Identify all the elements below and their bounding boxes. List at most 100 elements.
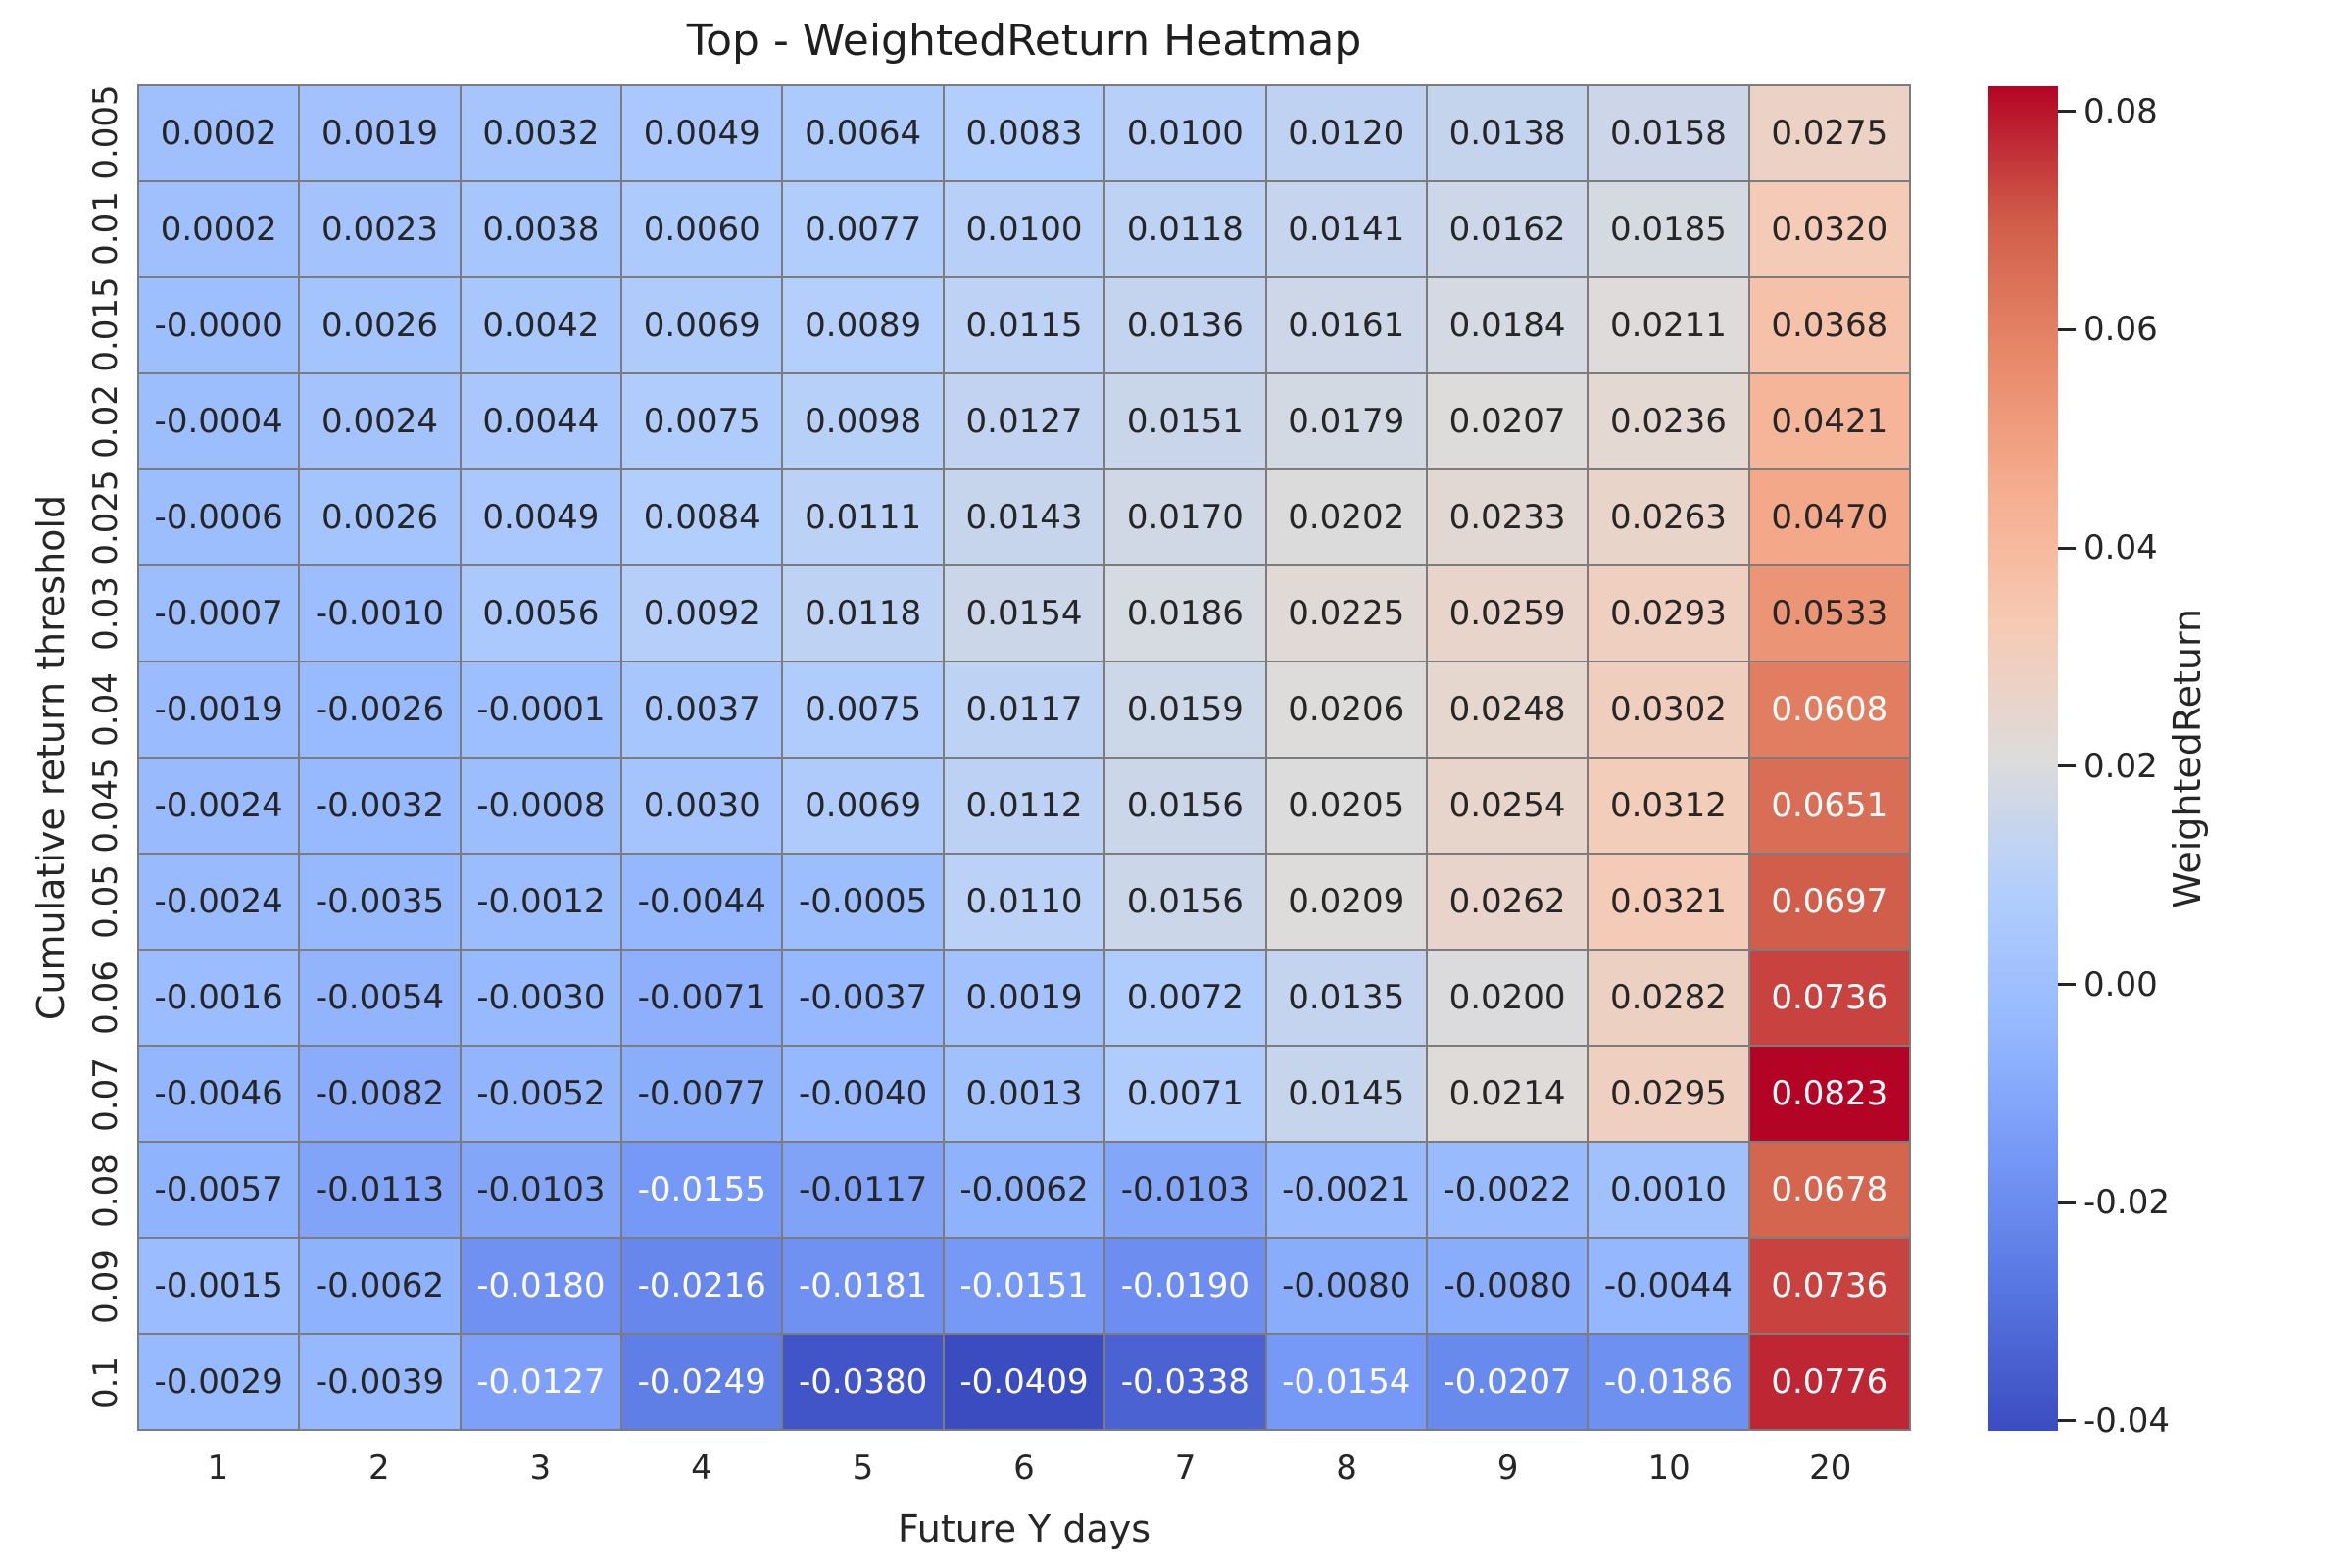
heatmap-cell: -0.0062	[944, 1143, 1104, 1237]
x-tick-label: 6	[1013, 1448, 1035, 1488]
heatmap-cell: 0.0100	[1105, 86, 1265, 180]
heatmap-cell: 0.0010	[1589, 1143, 1748, 1237]
y-tick-label: 0.01	[86, 191, 125, 267]
heatmap-cell: 0.0156	[1105, 759, 1265, 853]
y-tick-label: 0.04	[86, 672, 125, 747]
heatmap-cell: -0.0019	[139, 662, 299, 757]
heatmap-cell: 0.0077	[783, 182, 943, 276]
heatmap-cell: -0.0082	[300, 1047, 460, 1141]
heatmap-cell: 0.0032	[461, 86, 621, 180]
heatmap-cell: -0.0007	[139, 566, 299, 661]
heatmap-cell: 0.0037	[622, 662, 782, 757]
heatmap-cell: 0.0141	[1266, 182, 1426, 276]
heatmap-cell: -0.0186	[1589, 1335, 1748, 1429]
heatmap-cell: 0.0254	[1427, 759, 1588, 853]
x-tick-label: 8	[1336, 1448, 1357, 1488]
heatmap-cell: 0.0098	[783, 374, 943, 468]
heatmap-cell: 0.0030	[622, 759, 782, 853]
heatmap-cell: -0.0207	[1427, 1335, 1588, 1429]
y-tick-label: 0.06	[86, 960, 125, 1036]
heatmap-cell: 0.0202	[1266, 470, 1426, 564]
x-tick-label: 1	[207, 1448, 229, 1488]
colorbar-tick-mark	[2058, 110, 2076, 114]
y-tick-label: 0.03	[86, 575, 125, 651]
heatmap-cell: 0.0115	[944, 278, 1104, 372]
heatmap-cell: 0.0024	[300, 374, 460, 468]
heatmap-cell: 0.0209	[1266, 855, 1426, 949]
heatmap-cell: -0.0151	[944, 1239, 1104, 1333]
heatmap-cell: 0.0823	[1749, 1047, 1909, 1141]
heatmap-cell: 0.0678	[1749, 1143, 1909, 1237]
heatmap-cell: 0.0186	[1105, 566, 1265, 661]
heatmap-cell: 0.0282	[1589, 951, 1748, 1045]
heatmap-cell: -0.0080	[1427, 1239, 1588, 1333]
colorbar-tick-mark	[2058, 764, 2076, 768]
heatmap-cell: 0.0263	[1589, 470, 1748, 564]
heatmap-cell: 0.0049	[461, 470, 621, 564]
heatmap-cell: 0.0295	[1589, 1047, 1748, 1141]
heatmap-cell: -0.0127	[461, 1335, 621, 1429]
heatmap-cell: -0.0046	[139, 1047, 299, 1141]
heatmap-cell: 0.0056	[461, 566, 621, 661]
y-tick-label: 0.1	[86, 1355, 125, 1409]
heatmap-cell: 0.0651	[1749, 759, 1909, 853]
y-tick-label: 0.025	[86, 468, 125, 565]
heatmap-cell: -0.0016	[139, 951, 299, 1045]
colorbar-tick-mark	[2058, 983, 2076, 987]
heatmap-cell: -0.0103	[1105, 1143, 1265, 1237]
heatmap-cell: 0.0026	[300, 278, 460, 372]
heatmap-cell: 0.0042	[461, 278, 621, 372]
heatmap-cell: 0.0092	[622, 566, 782, 661]
heatmap-cell: 0.0248	[1427, 662, 1588, 757]
heatmap-cell: 0.0013	[944, 1047, 1104, 1141]
heatmap-cell: -0.0117	[783, 1143, 943, 1237]
heatmap-cell: -0.0021	[1266, 1143, 1426, 1237]
colorbar-tick-label: 0.08	[2083, 91, 2158, 131]
heatmap-cell: 0.0259	[1427, 566, 1588, 661]
heatmap-cell: -0.0052	[461, 1047, 621, 1141]
colorbar-tick-mark	[2058, 1200, 2076, 1204]
heatmap-cell: 0.0161	[1266, 278, 1426, 372]
heatmap-cell: -0.0071	[622, 951, 782, 1045]
heatmap-cell: 0.0158	[1589, 86, 1748, 180]
heatmap-cell: 0.0275	[1749, 86, 1909, 180]
heatmap-cell: -0.0005	[783, 855, 943, 949]
heatmap-cell: 0.0736	[1749, 951, 1909, 1045]
heatmap-cell: -0.0154	[1266, 1335, 1426, 1429]
heatmap-cell: 0.0084	[622, 470, 782, 564]
heatmap-cell: -0.0409	[944, 1335, 1104, 1429]
heatmap-cell: 0.0075	[622, 374, 782, 468]
heatmap-cell: 0.0214	[1427, 1047, 1588, 1141]
heatmap-cell: 0.0135	[1266, 951, 1426, 1045]
y-tick-label: 0.08	[86, 1152, 125, 1228]
heatmap-cell: 0.0118	[783, 566, 943, 661]
heatmap-cell: 0.0151	[1105, 374, 1265, 468]
heatmap-cell: -0.0015	[139, 1239, 299, 1333]
heatmap-cell: -0.0006	[139, 470, 299, 564]
colorbar-tick-mark	[2058, 327, 2076, 331]
heatmap-cell: 0.0170	[1105, 470, 1265, 564]
heatmap-cell: 0.0200	[1427, 951, 1588, 1045]
heatmap-cell: -0.0062	[300, 1239, 460, 1333]
heatmap-cell: -0.0022	[1427, 1143, 1588, 1237]
x-tick-label: 20	[1809, 1448, 1852, 1488]
heatmap-cell: -0.0004	[139, 374, 299, 468]
heatmap-cell: -0.0010	[300, 566, 460, 661]
colorbar-label: WeightedReturn	[2166, 609, 2209, 908]
heatmap-cell: 0.0533	[1749, 566, 1909, 661]
heatmap-cell: 0.0117	[944, 662, 1104, 757]
heatmap-cell: -0.0024	[139, 759, 299, 853]
x-tick-label: 3	[529, 1448, 552, 1488]
heatmap-cell: -0.0044	[622, 855, 782, 949]
heatmap-cell: 0.0127	[944, 374, 1104, 468]
heatmap-cell: 0.0262	[1427, 855, 1588, 949]
heatmap-cell: 0.0159	[1105, 662, 1265, 757]
heatmap-cell: 0.0205	[1266, 759, 1426, 853]
heatmap-cell: -0.0044	[1589, 1239, 1748, 1333]
heatmap-cell: 0.0185	[1589, 182, 1748, 276]
heatmap-cell: 0.0233	[1427, 470, 1588, 564]
heatmap-cell: 0.0697	[1749, 855, 1909, 949]
heatmap-cell: 0.0083	[944, 86, 1104, 180]
heatmap-cell: 0.0075	[783, 662, 943, 757]
heatmap-cell: 0.0225	[1266, 566, 1426, 661]
